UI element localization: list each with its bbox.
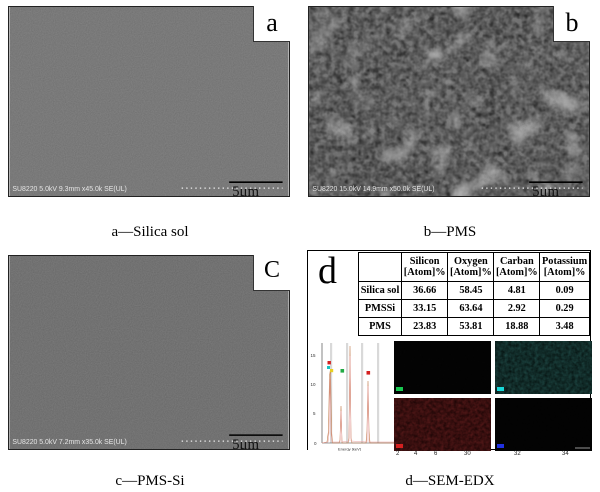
svg-text:5μm: 5μm [532, 184, 559, 197]
svg-text:SU8220 15.0kV 14.9mm x50.0k SE: SU8220 15.0kV 14.9mm x50.0k SE(UL) [312, 186, 434, 193]
svg-text:10: 10 [311, 382, 317, 387]
svg-text:SU8220 5.0kV 7.2mm x35.0k SE(U: SU8220 5.0kV 7.2mm x35.0k SE(UL) [12, 439, 126, 446]
svg-text:5μm: 5μm [232, 437, 259, 450]
svg-text:Energy [keV]: Energy [keV] [338, 447, 361, 452]
svg-text:15: 15 [311, 353, 317, 358]
svg-text:SU8220 5.0kV 9.3mm x45.0k SE(U: SU8220 5.0kV 9.3mm x45.0k SE(UL) [12, 186, 126, 193]
svg-text:5μm: 5μm [232, 184, 259, 197]
